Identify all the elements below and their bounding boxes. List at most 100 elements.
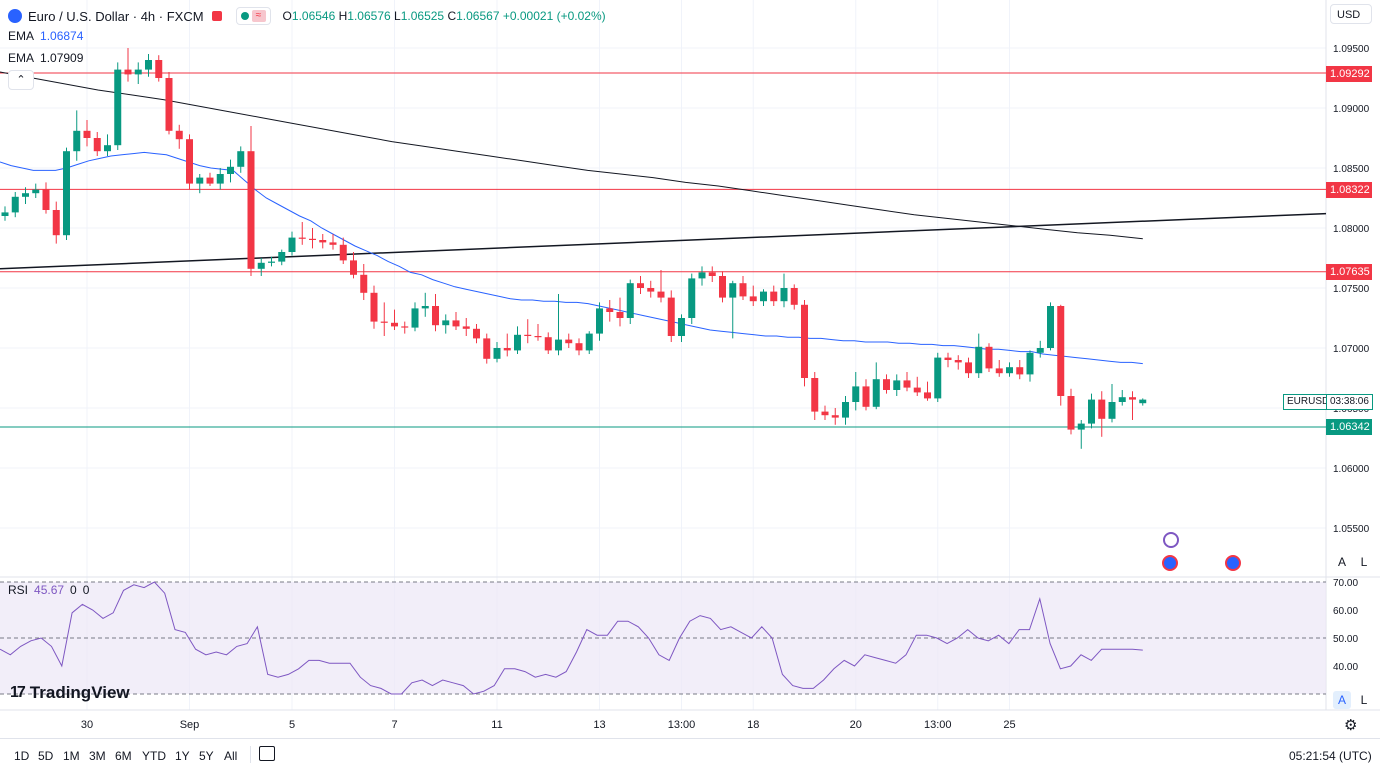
- candle[interactable]: [1129, 397, 1136, 400]
- symbol-price-tag[interactable]: EURUSD: [1283, 394, 1334, 410]
- lightning-icon[interactable]: [1163, 532, 1179, 548]
- indicator-toggle[interactable]: ≈: [235, 7, 271, 25]
- price-level-tag[interactable]: 1.06342: [1326, 419, 1372, 435]
- candle[interactable]: [862, 386, 870, 407]
- timeframe-1y[interactable]: 1Y: [175, 749, 190, 763]
- candle[interactable]: [883, 379, 890, 390]
- candle[interactable]: [391, 322, 398, 327]
- candle[interactable]: [1036, 348, 1044, 353]
- candle[interactable]: [965, 362, 972, 374]
- candle[interactable]: [524, 334, 532, 336]
- candle[interactable]: [975, 346, 983, 374]
- candle[interactable]: [319, 240, 327, 243]
- candle[interactable]: [22, 193, 29, 197]
- candle[interactable]: [114, 69, 122, 146]
- candle[interactable]: [1026, 352, 1034, 375]
- candle[interactable]: [186, 139, 193, 184]
- candle[interactable]: [401, 326, 409, 328]
- candle[interactable]: [1118, 397, 1126, 402]
- candle[interactable]: [565, 339, 573, 344]
- candle[interactable]: [83, 130, 91, 138]
- candle[interactable]: [360, 274, 368, 293]
- candle[interactable]: [32, 189, 40, 194]
- candle[interactable]: [1067, 396, 1075, 430]
- candle[interactable]: [780, 288, 788, 302]
- candle[interactable]: [913, 387, 921, 393]
- candle[interactable]: [1, 212, 9, 216]
- candle[interactable]: [954, 360, 962, 363]
- candle[interactable]: [749, 296, 757, 302]
- ema-fast-line[interactable]: [0, 151, 1143, 365]
- candle[interactable]: [1098, 399, 1106, 419]
- candle[interactable]: [1047, 306, 1054, 348]
- candle[interactable]: [452, 320, 460, 327]
- candle[interactable]: [811, 378, 819, 412]
- candle[interactable]: [934, 357, 942, 399]
- candle[interactable]: [544, 337, 552, 351]
- candle[interactable]: [227, 166, 234, 174]
- candle[interactable]: [63, 151, 70, 236]
- candle[interactable]: [309, 238, 316, 240]
- candle[interactable]: [770, 291, 778, 302]
- log-scale-button[interactable]: L: [1355, 553, 1373, 571]
- candle[interactable]: [216, 174, 224, 184]
- candle[interactable]: [801, 304, 808, 378]
- candle[interactable]: [995, 368, 1003, 374]
- candle[interactable]: [637, 283, 644, 288]
- symbol-legend[interactable]: Euro / U.S. Dollar · 4h · FXCM ≈ O1.0654…: [8, 7, 606, 25]
- candle[interactable]: [596, 308, 603, 334]
- candle[interactable]: [514, 334, 521, 351]
- candle[interactable]: [134, 69, 142, 75]
- ema-slow-line[interactable]: [0, 71, 1143, 240]
- candle[interactable]: [842, 402, 849, 418]
- candle[interactable]: [442, 320, 450, 326]
- auto-scale-button[interactable]: A: [1333, 691, 1351, 709]
- candle[interactable]: [667, 297, 675, 336]
- candle[interactable]: [924, 392, 931, 399]
- currency-button[interactable]: USD: [1330, 4, 1372, 24]
- candle[interactable]: [124, 69, 132, 75]
- calendar-icon[interactable]: [259, 746, 275, 761]
- candle[interactable]: [237, 151, 245, 167]
- candle[interactable]: [534, 336, 542, 338]
- candle[interactable]: [555, 339, 562, 351]
- price-level-tag[interactable]: 1.08322: [1326, 182, 1372, 198]
- rsi-line[interactable]: [0, 581, 1143, 695]
- candle[interactable]: [462, 326, 470, 329]
- log-scale-button[interactable]: L: [1355, 691, 1373, 709]
- candle[interactable]: [298, 237, 306, 239]
- candle[interactable]: [790, 288, 798, 305]
- candle[interactable]: [329, 242, 337, 245]
- timeframe-all[interactable]: All: [224, 749, 238, 763]
- candle[interactable]: [93, 138, 101, 152]
- rsi-legend[interactable]: RSI 45.67 0 0: [8, 583, 89, 597]
- candle[interactable]: [473, 328, 480, 339]
- candle[interactable]: [1139, 399, 1147, 404]
- candle[interactable]: [145, 60, 152, 70]
- candle[interactable]: [647, 288, 655, 292]
- timeframe-3m[interactable]: 3M: [89, 749, 106, 763]
- candle[interactable]: [831, 415, 839, 418]
- candle[interactable]: [73, 130, 81, 152]
- candle[interactable]: [52, 210, 60, 236]
- ema-slow-legend[interactable]: EMA 1.07909: [8, 51, 83, 65]
- candle[interactable]: [688, 278, 696, 318]
- timeframe-6m[interactable]: 6M: [115, 749, 132, 763]
- candle[interactable]: [985, 346, 993, 369]
- utc-clock[interactable]: 05:21:54 (UTC): [1289, 749, 1372, 763]
- candle[interactable]: [339, 244, 347, 261]
- candle[interactable]: [268, 261, 275, 263]
- candle[interactable]: [483, 338, 491, 359]
- gear-icon[interactable]: ⚙: [1344, 717, 1358, 734]
- candle[interactable]: [872, 379, 880, 407]
- timeframe-1d[interactable]: 1D: [14, 749, 30, 763]
- timeframe-1m[interactable]: 1M: [63, 749, 80, 763]
- candle[interactable]: [729, 283, 737, 298]
- candle[interactable]: [247, 151, 255, 269]
- candle[interactable]: [11, 196, 19, 213]
- candle[interactable]: [165, 78, 173, 131]
- candle[interactable]: [626, 283, 634, 318]
- candle[interactable]: [104, 145, 111, 152]
- candle[interactable]: [196, 177, 204, 184]
- candle[interactable]: [1057, 306, 1065, 396]
